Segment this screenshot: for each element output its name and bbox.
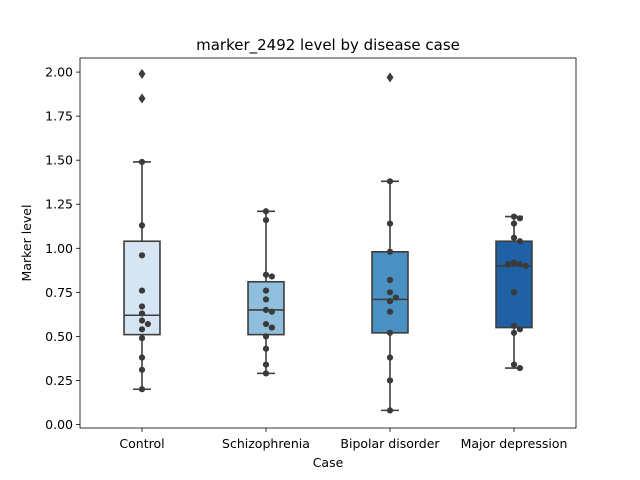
y-tick-label: 1.75 [45,109,73,124]
y-tick-label: 1.50 [45,153,73,168]
data-point [138,303,146,310]
data-point [386,354,394,361]
x-tick-label: Major depression [461,436,568,451]
data-point [138,287,146,294]
data-point [138,335,146,342]
plot-area [79,57,577,429]
data-point [268,308,275,315]
data-point [138,317,146,324]
data-point [138,158,146,166]
x-tick-label: Bipolar disorder [340,436,440,451]
x-tick-label: Schizophrenia [222,436,310,451]
data-point [144,320,151,328]
y-tick-label: 1.00 [45,241,73,256]
data-point [510,234,518,241]
data-point [386,377,394,384]
x-tick-label: Control [119,436,164,451]
data-point [510,322,518,329]
data-point [516,326,523,333]
chart-title: marker_2492 level by disease case [196,36,460,55]
y-axis: 0.00 0.25 0.50 0.75 1.00 1.25 1.50 1.75 2.00 [45,65,80,432]
outlier-point [138,93,146,104]
y-tick-label: 0.00 [45,417,73,432]
data-point [268,324,275,331]
outlier-point [138,68,146,79]
x-axis: Control Schizophrenia Bipolar disorder Majo… [119,428,567,451]
data-point [138,252,146,259]
data-point [510,329,518,336]
data-point [262,306,270,314]
data-point [138,222,146,229]
y-tick-label: 2.00 [45,65,73,80]
data-point [386,220,394,227]
data-point [138,310,146,317]
y-tick-label: 0.50 [45,329,73,344]
data-point [262,345,270,352]
data-point [262,208,270,215]
y-tick-label: 0.25 [45,373,73,388]
data-point [516,238,523,245]
y-axis-label: Marker level [19,205,34,282]
data-point [262,296,270,303]
boxes-layer [123,68,533,414]
y-tick-label: 1.25 [45,197,73,212]
data-point [138,354,146,361]
data-point [510,213,518,220]
data-point [510,259,518,266]
data-point [138,326,146,333]
data-point [510,361,518,368]
data-point [522,262,529,270]
data-point [386,289,394,296]
data-point [262,287,270,294]
data-point [386,276,394,284]
data-point [505,261,512,268]
data-point [262,370,270,377]
data-point [386,298,394,305]
data-point [516,215,523,222]
box [495,240,533,329]
data-point [138,386,146,393]
box-group-control [123,68,161,393]
box-group-major-depression [495,213,533,372]
x-axis-label: Case [313,455,344,470]
box-group-bipolar-disorder [371,72,409,414]
data-point [268,273,275,280]
data-point [510,220,518,227]
data-point [516,261,523,268]
data-point [386,178,394,185]
data-point [138,366,146,373]
y-tick-label: 0.75 [45,285,73,300]
data-point [386,407,394,414]
data-point [262,333,270,340]
box-group-schizophrenia [247,208,285,377]
data-point [262,216,270,224]
outlier-point [386,72,394,83]
data-point [262,320,270,328]
data-point [386,329,394,336]
data-point [510,289,518,296]
data-point [386,308,394,315]
data-point [392,294,399,301]
data-point [516,364,523,372]
data-point [386,248,394,255]
data-point [262,271,270,278]
data-point [262,361,270,368]
